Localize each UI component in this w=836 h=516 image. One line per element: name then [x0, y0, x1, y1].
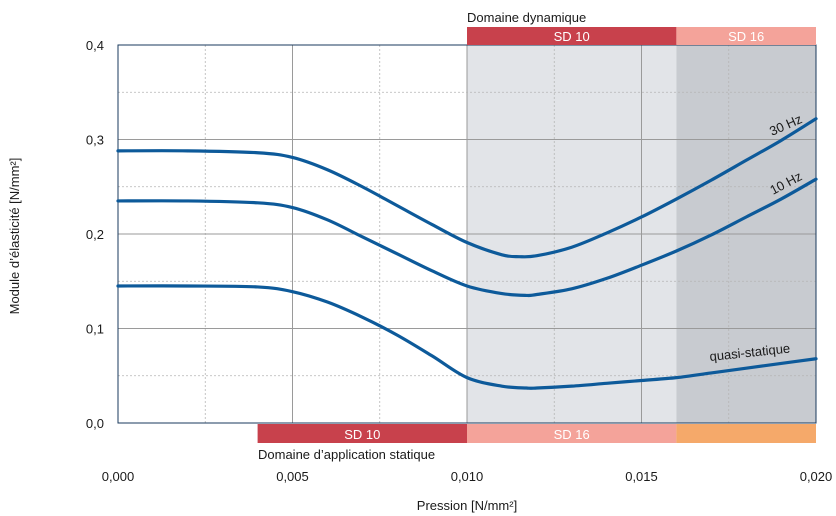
dynamic-band-0	[467, 27, 677, 45]
static-band-2	[676, 424, 816, 443]
static-band-label-1: SD 16	[554, 427, 590, 442]
tick-labels: 0,0 0,1 0,2 0,3 0,4 0,000 0,005 0,010 0,015 0,020	[86, 38, 832, 484]
y-tick-label: 0,2	[86, 227, 104, 242]
x-tick-label: 0,015	[625, 469, 658, 484]
series-line-0	[116, 117, 818, 259]
x-tick-label: 0,005	[276, 469, 309, 484]
static-band-label-0: SD 10	[344, 427, 380, 442]
series-line-1	[116, 177, 818, 298]
series-lines	[116, 117, 818, 390]
y-tick-label: 0,4	[86, 38, 104, 53]
series-line-2	[116, 284, 818, 390]
y-axis-label: Module d’élasticité [N/mm²]	[7, 158, 22, 315]
y-tick-label: 0,0	[86, 416, 104, 431]
y-tick-label: 0,3	[86, 133, 104, 148]
y-tick-label: 0,1	[86, 322, 104, 337]
static-band-0	[257, 424, 467, 443]
x-tick-label: 0,010	[451, 469, 484, 484]
dynamic-band-1	[676, 27, 816, 45]
x-tick-label: 0,020	[800, 469, 833, 484]
static-band-1	[467, 424, 677, 443]
grid	[118, 45, 816, 423]
domain-bands: SD 10 SD 16 SD 10 SD 16	[257, 27, 816, 443]
static-domain-title: Domaine d’application statique	[258, 447, 435, 462]
dynamic-band-label-0: SD 10	[554, 29, 590, 44]
x-axis-label: Pression [N/mm²]	[417, 498, 517, 513]
dynamic-domain-title: Domaine dynamique	[467, 10, 586, 25]
x-tick-label: 0,000	[102, 469, 135, 484]
dynamic-band-label-1: SD 16	[728, 29, 764, 44]
